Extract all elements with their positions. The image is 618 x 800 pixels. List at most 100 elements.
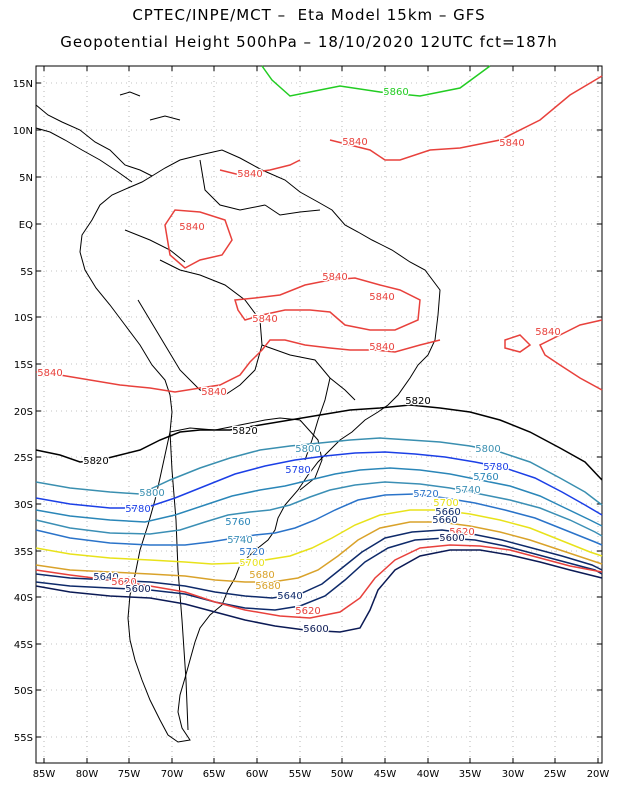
contour-label-5600: 5600 [439, 533, 464, 544]
contour-label-5720: 5720 [239, 547, 264, 558]
contour-label-5840: 5840 [201, 387, 226, 398]
lat-label: 50S [14, 686, 33, 697]
contour-label-5800: 5800 [475, 444, 500, 455]
border-chile-argentina-andes [169, 431, 189, 731]
lon-label: 70W [161, 769, 184, 780]
contour-5840-loop-1 [164, 209, 233, 269]
contour-label-5640: 5640 [277, 591, 302, 602]
border-venezuela-brazil [199, 159, 266, 211]
south-america-outline [79, 149, 441, 743]
contour-label-5840: 5840 [499, 138, 524, 149]
contour-label-5760: 5760 [473, 472, 498, 483]
contour-5760 [35, 467, 603, 527]
contour-label-5840: 5840 [179, 222, 204, 233]
contour-5840-south [35, 339, 441, 393]
contour-label-5840: 5840 [252, 314, 277, 325]
lat-label: 55S [14, 733, 33, 744]
axis-ticks [36, 66, 602, 763]
lat-label: 35S [14, 547, 33, 558]
contour-5840-loop-2 [234, 277, 421, 331]
border-paraguay-argentina [304, 377, 331, 461]
lon-label: 35W [459, 769, 482, 780]
contour-label-5780: 5780 [125, 504, 150, 515]
lat-label: 40S [14, 593, 33, 604]
central-america-coast [35, 104, 153, 177]
border-bolivia-paraguay [261, 344, 356, 401]
contour-label-5700: 5700 [433, 498, 458, 509]
caribbean-islands [149, 115, 181, 121]
contour-label-5780: 5780 [483, 462, 508, 473]
central-america-pacific-coast [35, 127, 133, 183]
border-colombia-peru [124, 229, 186, 263]
lat-label: EQ [19, 220, 33, 231]
lat-label: 15N [13, 79, 33, 90]
lat-label: 15S [14, 360, 33, 371]
caribbean-islands-2 [119, 91, 141, 97]
lon-label: 80W [76, 769, 99, 780]
contour-label-5720: 5720 [413, 489, 438, 500]
contour-lines [35, 65, 603, 633]
contour-label-5620: 5620 [449, 527, 474, 538]
contour-label-5820: 5820 [232, 426, 257, 437]
contour-5840-north-2 [329, 75, 603, 161]
contour-label-5840: 5840 [369, 342, 394, 353]
lon-label: 65W [203, 769, 226, 780]
contour-label-5780: 5780 [285, 465, 310, 476]
coastlines-and-borders [35, 91, 441, 743]
contour-label-5740: 5740 [455, 485, 480, 496]
contour-label-5620: 5620 [111, 577, 136, 588]
contour-5860 [261, 65, 491, 97]
contour-label-5820: 5820 [405, 396, 430, 407]
contour-label-5800: 5800 [295, 444, 320, 455]
contour-label-5840: 5840 [369, 292, 394, 303]
lon-label: 75W [118, 769, 141, 780]
lat-lon-grid [36, 66, 602, 763]
contour-label-5600: 5600 [125, 584, 150, 595]
contour-5620 [35, 544, 603, 619]
border-uruguay [299, 419, 323, 491]
contour-label-5660: 5660 [432, 515, 457, 526]
contour-label-5760: 5760 [225, 517, 250, 528]
lon-label: 50W [331, 769, 354, 780]
lat-label: 45S [14, 640, 33, 651]
contour-label-5860: 5860 [383, 87, 408, 98]
contour-label-5680: 5680 [249, 570, 274, 581]
contour-5820 [35, 404, 603, 481]
contour-label-5640: 5640 [93, 572, 118, 583]
contour-5800 [35, 437, 603, 506]
lon-label: 30W [502, 769, 525, 780]
lat-label: 5N [19, 173, 33, 184]
lat-label: 20S [14, 407, 33, 418]
contour-5640 [35, 537, 603, 611]
lat-label: 10N [13, 126, 33, 137]
contour-label-5820: 5820 [83, 456, 108, 467]
border-guianas [264, 204, 321, 216]
contour-label-5800: 5800 [139, 488, 164, 499]
contour-5840-north-1 [219, 159, 301, 176]
contour-5720 [35, 493, 603, 546]
lat-label: 10S [14, 313, 33, 324]
lon-label: 25W [544, 769, 567, 780]
contour-label-5680: 5680 [255, 581, 280, 592]
lat-label: 25S [14, 453, 33, 464]
axis-labels: 15N 10N 5N EQ 5S 10S 15S 20S 25S 30S 35S 40S 45S 50S 5… [13, 79, 610, 780]
contour-5700 [35, 509, 603, 565]
contour-5780 [35, 451, 603, 516]
contour-5660 [35, 529, 603, 599]
lon-label: 60W [246, 769, 269, 780]
contour-label-5700: 5700 [239, 558, 264, 569]
contour-5840-island [504, 334, 532, 353]
contour-label-5840: 5840 [322, 272, 347, 283]
contour-labels: 5860 5840 5840 5840 5840 5840 5840 5840 5840 5840… [36, 86, 562, 637]
border-peru-brazil [159, 259, 263, 396]
map-title-line-1: CPTEC/INPE/MCT – Eta Model 15km – GFS [132, 6, 486, 24]
contour-label-5840: 5840 [37, 368, 62, 379]
border-peru-bolivia [137, 299, 226, 396]
contour-label-5840: 5840 [535, 327, 560, 338]
lon-label: 40W [417, 769, 440, 780]
lat-label: 5S [20, 267, 33, 278]
contour-label-5660: 5660 [435, 507, 460, 518]
contour-label-5600: 5600 [303, 624, 328, 635]
contour-5740 [35, 481, 603, 537]
